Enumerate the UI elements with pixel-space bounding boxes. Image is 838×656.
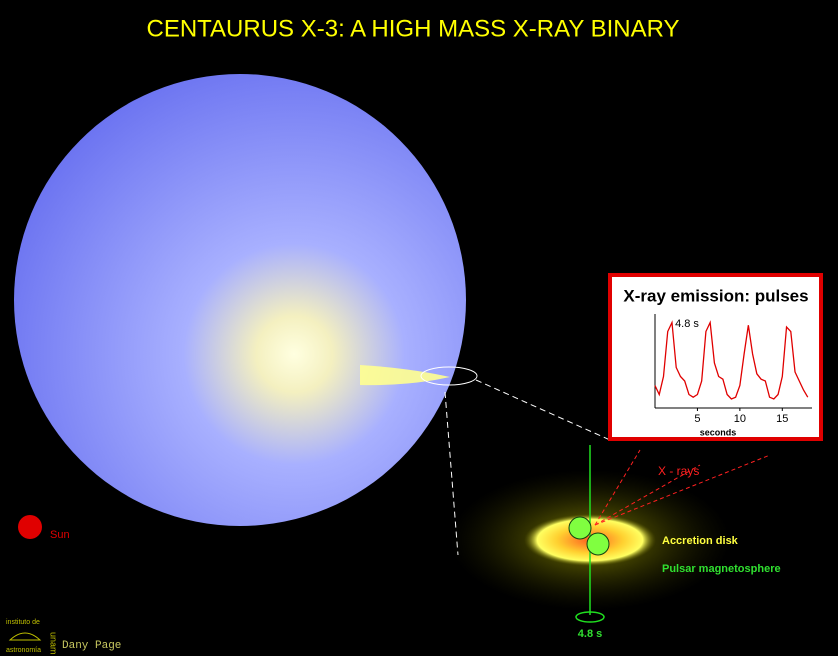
logo xyxy=(8,632,42,641)
unam-label: unam xyxy=(49,632,59,655)
xray-beams xyxy=(594,449,771,526)
spin-arrow xyxy=(575,611,605,623)
x-tick-label: 10 xyxy=(734,413,746,425)
magnetosphere-lobe xyxy=(586,532,610,556)
zoom-line xyxy=(475,379,611,441)
credit: Dany Page xyxy=(62,640,121,652)
magnetosphere-label: Pulsar magnetosphere xyxy=(662,563,781,575)
title: CENTAURUS X-3: A HIGH MASS X-RAY BINARY xyxy=(146,15,679,42)
magnetosphere-lobe xyxy=(568,516,592,540)
sun xyxy=(18,515,42,539)
pulse-curve xyxy=(654,320,809,400)
inset-frame xyxy=(608,273,823,441)
companion-star xyxy=(14,74,466,526)
xrays-label: X - rays xyxy=(658,464,699,478)
institute-label: instituto de xyxy=(6,619,40,626)
spin-label: 4.8 s xyxy=(578,628,602,640)
x-tick-label: 5 xyxy=(694,413,700,425)
sun-label: Sun xyxy=(50,529,70,541)
x-tick-label: 15 xyxy=(776,413,788,425)
period-annotation: 4.8 s xyxy=(675,318,699,330)
institute-label: astronomía xyxy=(6,647,41,654)
zoom-ellipse xyxy=(420,366,478,386)
x-axis-label: seconds xyxy=(700,427,737,437)
disk-label: Accretion disk xyxy=(662,535,739,547)
accretion-stream xyxy=(360,365,450,386)
zoom-line xyxy=(444,391,459,556)
inset-title: X-ray emission: pulses xyxy=(623,286,808,305)
